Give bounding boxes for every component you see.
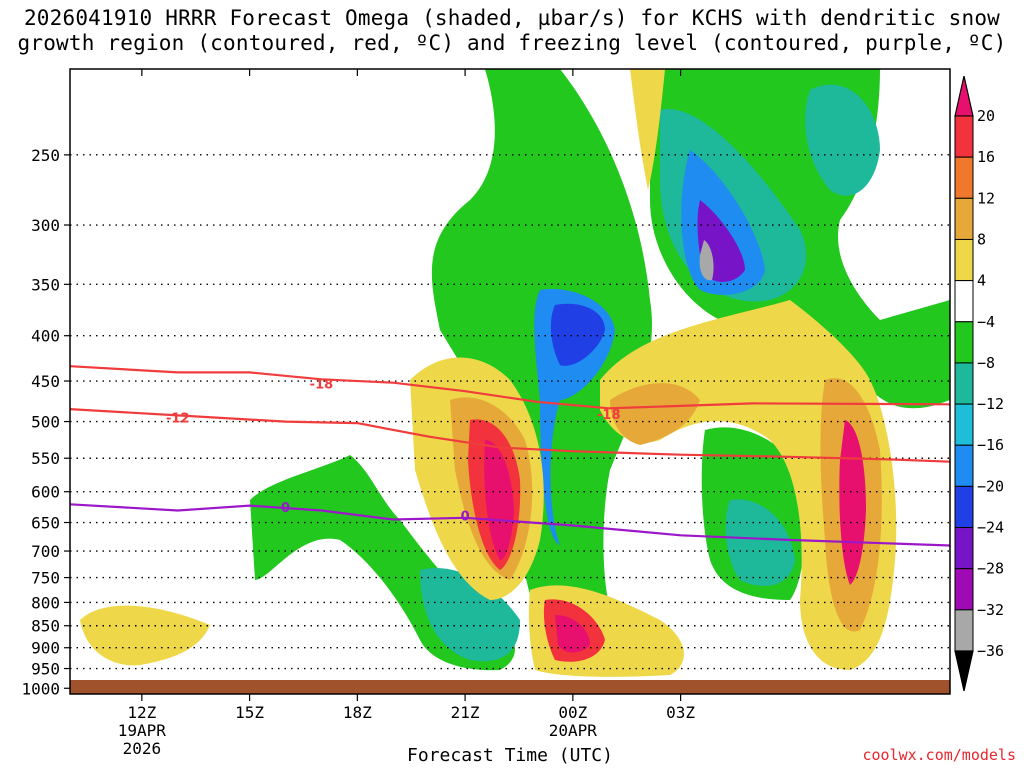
colorbar: 20 16 12 8 4 −4 −8 −12 −16 −20 −24 −28 −32 −36 (954, 75, 1004, 692)
contour-line-minus12 (69, 408, 951, 463)
colorbar-bottom-arrow (954, 650, 974, 692)
colorbar-label-11: −28 (977, 560, 1004, 578)
x-tick-year-12Z: 2026 (123, 739, 162, 758)
y-tick-label-550: 550 (31, 449, 60, 468)
colorbar-swatch-7 (954, 362, 974, 405)
x-tick-label-18Z: 18Z (343, 703, 372, 722)
colorbar-label-0: 20 (977, 107, 995, 125)
y-tick-label-350: 350 (31, 275, 60, 294)
y-tick-label-400: 400 (31, 327, 60, 346)
omega-region-navy-mid (550, 303, 605, 366)
y-tick-label-600: 600 (31, 483, 60, 502)
colorbar-swatch-13 (954, 609, 974, 652)
colorbar-swatch-9 (954, 444, 974, 487)
source-credit: coolwx.com/models (862, 746, 1016, 764)
contour-line-0 (69, 503, 951, 547)
x-tick-label-12Z: 12Z (127, 703, 156, 722)
colorbar-label-7: −12 (977, 395, 1004, 413)
y-tick-label-250: 250 (31, 146, 60, 165)
omega-region-teal-right (725, 499, 795, 586)
contour-line-minus18 (69, 365, 951, 410)
y-tick-label-450: 450 (31, 372, 60, 391)
contour-label-0-1: -18 (597, 408, 621, 423)
omega-region-teal-low (420, 568, 520, 662)
x-tick-label-03Z: 03Z (666, 703, 695, 722)
omega-region-teal-top-right (805, 84, 880, 196)
colorbar-swatch-5 (954, 280, 974, 323)
colorbar-swatch-11 (954, 527, 974, 570)
omega-region-orange-right-mid (610, 383, 700, 445)
x-tick-date-00Z: 20APR (549, 721, 598, 740)
omega-region-yellow-top (630, 69, 665, 190)
contour-label-0-0: -18 (310, 378, 334, 393)
colorbar-top-arrow (954, 75, 974, 117)
y-tick-label-650: 650 (31, 514, 60, 533)
contour-label-2-1: 0 (461, 509, 470, 524)
colorbar-label-9: −20 (977, 477, 1004, 495)
y-tick-label-500: 500 (31, 413, 60, 432)
y-tick-label-850: 850 (31, 617, 60, 636)
y-tick-label-1000: 1000 (21, 679, 60, 698)
y-tick-label-750: 750 (31, 569, 60, 588)
colorbar-label-3: 8 (977, 230, 986, 248)
omega-region-magenta-center (484, 440, 514, 560)
x-tick-label-21Z: 21Z (451, 703, 480, 722)
omega-region-grey-core (699, 240, 714, 281)
omega-region-yellow-low (80, 605, 210, 666)
x-tick-label-00Z: 00Z (558, 703, 587, 722)
omega-shading (80, 69, 950, 677)
colorbar-label-1: 16 (977, 148, 995, 166)
colorbar-label-4: 4 (977, 272, 986, 290)
colorbar-swatch-3 (954, 197, 974, 240)
x-tick-date-12Z: 19APR (118, 721, 167, 740)
ground-strip (70, 680, 950, 694)
y-axis: 250 300 350 400 450 500 550 600 650 700 750 800 850 9… (21, 146, 70, 698)
colorbar-swatch-2 (954, 156, 974, 199)
colorbar-label-10: −24 (977, 519, 1004, 537)
colorbar-label-2: 12 (977, 189, 995, 207)
colorbar-label-12: −32 (977, 601, 1004, 619)
omega-region-blue-mid (534, 289, 615, 545)
colorbar-swatch-1 (954, 115, 974, 158)
contour-lines: -18 -18 -12 0 0 (69, 365, 951, 547)
chart-title-line1: 2026041910 HRRR Forecast Omega (shaded, … (23, 6, 1001, 30)
y-tick-label-300: 300 (31, 216, 60, 235)
colorbar-label-13: −36 (977, 642, 1004, 660)
colorbar-swatch-8 (954, 403, 974, 446)
omega-region-magenta-right (839, 420, 866, 585)
colorbar-swatch-6 (954, 321, 974, 364)
colorbar-swatch-10 (954, 485, 974, 529)
chart-title-line2: growth region (contoured, red, ºC) and f… (17, 31, 1007, 55)
y-tick-label-950: 950 (31, 660, 60, 679)
colorbar-label-5: −4 (977, 313, 995, 331)
colorbar-swatch-4 (954, 238, 974, 282)
colorbar-swatch-12 (954, 568, 974, 611)
colorbar-label-6: −8 (977, 354, 995, 372)
y-tick-label-800: 800 (31, 593, 60, 612)
omega-region-magenta-bottom (555, 615, 590, 653)
contour-label-2-0: 0 (281, 501, 290, 516)
y-tick-label-700: 700 (31, 542, 60, 561)
x-axis-title: Forecast Time (UTC) (407, 745, 613, 766)
colorbar-label-8: −16 (977, 436, 1004, 454)
contour-label-1-0: -12 (166, 412, 190, 427)
x-tick-label-15Z: 15Z (235, 703, 264, 722)
y-tick-label-900: 900 (31, 639, 60, 658)
